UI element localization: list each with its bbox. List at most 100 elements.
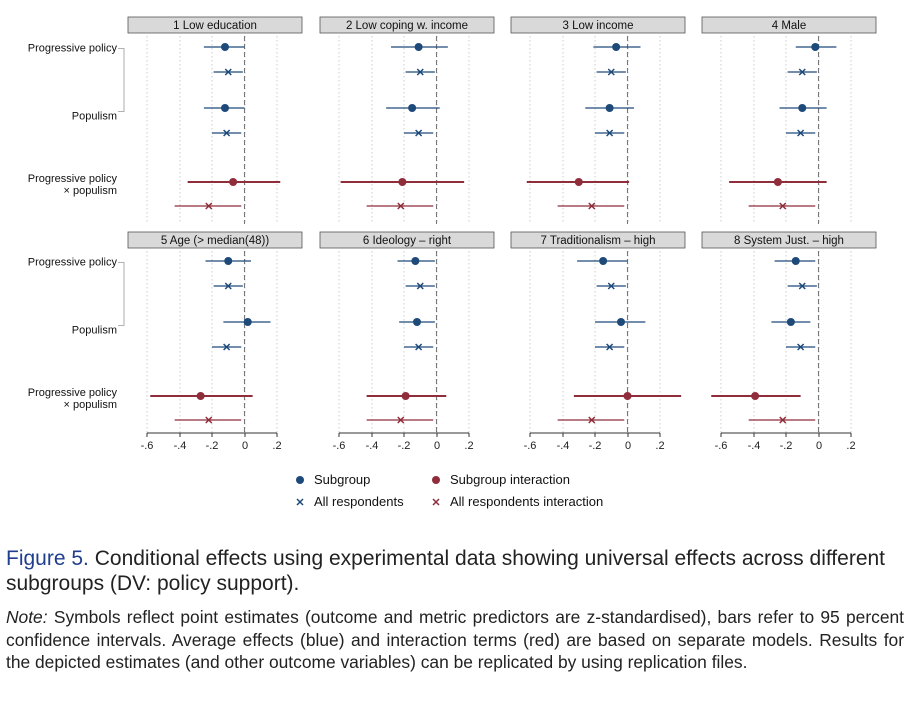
x-tick-label: 0 — [816, 440, 822, 452]
panel-title: 3 Low income — [563, 20, 634, 32]
panel-header — [701, 231, 877, 249]
point-estimate-int_all — [205, 202, 213, 210]
point-estimate-prog_sub — [599, 257, 608, 265]
point-estimate-pop_all — [415, 129, 423, 137]
point-estimate-pop_all — [223, 343, 231, 351]
panel-header — [510, 16, 686, 34]
x-tick-label: .2 — [464, 440, 473, 452]
legend-label-int_all: All respondents interaction — [450, 494, 603, 509]
x-tick-label: .2 — [272, 440, 281, 452]
point-estimate-prog_all — [224, 282, 232, 290]
x-tick-label: -.4 — [748, 440, 761, 452]
point-estimate-int_sub — [229, 178, 238, 186]
panel-title: 4 Male — [772, 20, 807, 32]
legend-marker-prog_all — [296, 498, 304, 506]
y-label-interaction-line2: × populism — [63, 185, 117, 197]
panel-header — [319, 16, 495, 34]
x-tick-label: -.4 — [557, 440, 570, 452]
figure-title: Conditional effects using experimental d… — [6, 547, 886, 595]
legend: Subgroup Subgroup interaction All responde… — [296, 472, 603, 509]
point-estimate-pop_sub — [798, 104, 807, 112]
panel-3: 3 Low income — [510, 16, 686, 224]
point-estimate-int_all — [397, 416, 405, 424]
legend-label-prog_sub: Subgroup — [314, 472, 370, 487]
point-estimate-int_sub — [401, 392, 410, 400]
point-estimate-pop_sub — [413, 318, 421, 326]
x-tick-label: -.6 — [333, 440, 346, 452]
point-estimate-int_all — [397, 202, 405, 210]
x-tick-label: -.2 — [206, 440, 219, 452]
panel-5: 5 Age (> median(48)) -.6 -.4 -.2 0 .2 — [127, 231, 303, 452]
point-estimate-prog_all — [224, 68, 232, 76]
panel-title: 6 Ideology – right — [363, 235, 452, 247]
point-estimate-prog_sub — [221, 43, 229, 51]
panel-6: 6 Ideology – right -.6 -.4 -.2 0 .2 — [319, 231, 495, 452]
y-label-interaction: Progressive policy — [28, 173, 118, 185]
y-bracket — [118, 262, 125, 326]
x-tick-label: .2 — [846, 440, 855, 452]
y-axis-labels-block-2: Progressive policy Populism Progressive po… — [28, 257, 125, 411]
point-estimate-prog_all — [416, 282, 424, 290]
point-estimate-prog_sub — [414, 43, 423, 51]
x-tick-label: .2 — [655, 440, 664, 452]
figure-caption: Figure 5. Conditional effects using expe… — [6, 546, 904, 596]
legend-label-int_sub: Subgroup interaction — [450, 472, 570, 487]
x-tick-label: -.2 — [398, 440, 411, 452]
point-estimate-prog_all — [607, 282, 615, 290]
point-estimate-prog_sub — [811, 43, 820, 51]
point-estimate-pop_all — [223, 129, 231, 137]
panel-title: 7 Traditionalism – high — [540, 235, 655, 247]
point-estimate-pop_all — [606, 343, 614, 351]
point-estimate-pop_all — [797, 129, 805, 137]
x-tick-label: -.2 — [589, 440, 602, 452]
point-estimate-prog_all — [798, 68, 806, 76]
point-estimate-prog_sub — [612, 43, 621, 51]
y-label-populism: Populism — [72, 325, 117, 337]
y-label-interaction: Progressive policy — [28, 387, 118, 399]
y-bracket — [118, 48, 125, 112]
point-estimate-pop_all — [415, 343, 423, 351]
point-estimate-int_sub — [773, 178, 782, 186]
panel-header — [127, 231, 303, 249]
panel-title: 1 Low education — [173, 20, 257, 32]
x-tick-label: -.4 — [174, 440, 187, 452]
y-label-progressive-policy: Progressive policy — [28, 257, 118, 269]
panel-8: 8 System Just. – high -.6 -.4 -.2 0 .2 — [701, 231, 877, 452]
point-estimate-pop_sub — [408, 104, 417, 112]
note-text: Symbols reflect point estimates (outcome… — [6, 607, 904, 672]
point-estimate-prog_all — [416, 68, 424, 76]
x-tick-label: -.4 — [366, 440, 379, 452]
y-label-progressive-policy: Progressive policy — [28, 43, 118, 55]
point-estimate-pop_sub — [243, 318, 252, 326]
x-tick-label: -.6 — [141, 440, 154, 452]
x-tick-label: 0 — [625, 440, 631, 452]
note-label: Note: — [6, 607, 48, 627]
point-estimate-int_sub — [623, 392, 632, 400]
legend-marker-prog_sub — [296, 476, 304, 484]
point-estimate-pop_sub — [786, 318, 795, 326]
point-estimate-pop_sub — [605, 104, 614, 112]
panel-header — [510, 231, 686, 249]
y-label-interaction-line2: × populism — [63, 399, 117, 411]
panel-title: 8 System Just. – high — [734, 235, 844, 247]
point-estimate-prog_sub — [224, 257, 233, 265]
point-estimate-int_sub — [751, 392, 760, 400]
point-estimate-int_all — [588, 416, 596, 424]
panel-header — [701, 16, 877, 34]
coefficient-plot-figure: 1 Low education 2 Low coping w. income 3 L… — [28, 16, 877, 509]
point-estimate-pop_sub — [617, 318, 625, 326]
x-tick-label: -.2 — [780, 440, 793, 452]
panel-title: 5 Age (> median(48)) — [161, 235, 270, 247]
legend-marker-int_all — [432, 498, 440, 506]
figure-label: Figure 5. — [6, 547, 89, 570]
point-estimate-int_sub — [574, 178, 583, 186]
point-estimate-pop_all — [606, 129, 614, 137]
point-estimate-int_all — [205, 416, 213, 424]
point-estimate-pop_all — [797, 343, 805, 351]
point-estimate-pop_sub — [221, 104, 229, 112]
point-estimate-int_sub — [196, 392, 205, 400]
point-estimate-prog_sub — [411, 257, 420, 265]
point-estimate-prog_all — [798, 282, 806, 290]
panel-header — [319, 231, 495, 249]
x-tick-label: 0 — [434, 440, 440, 452]
